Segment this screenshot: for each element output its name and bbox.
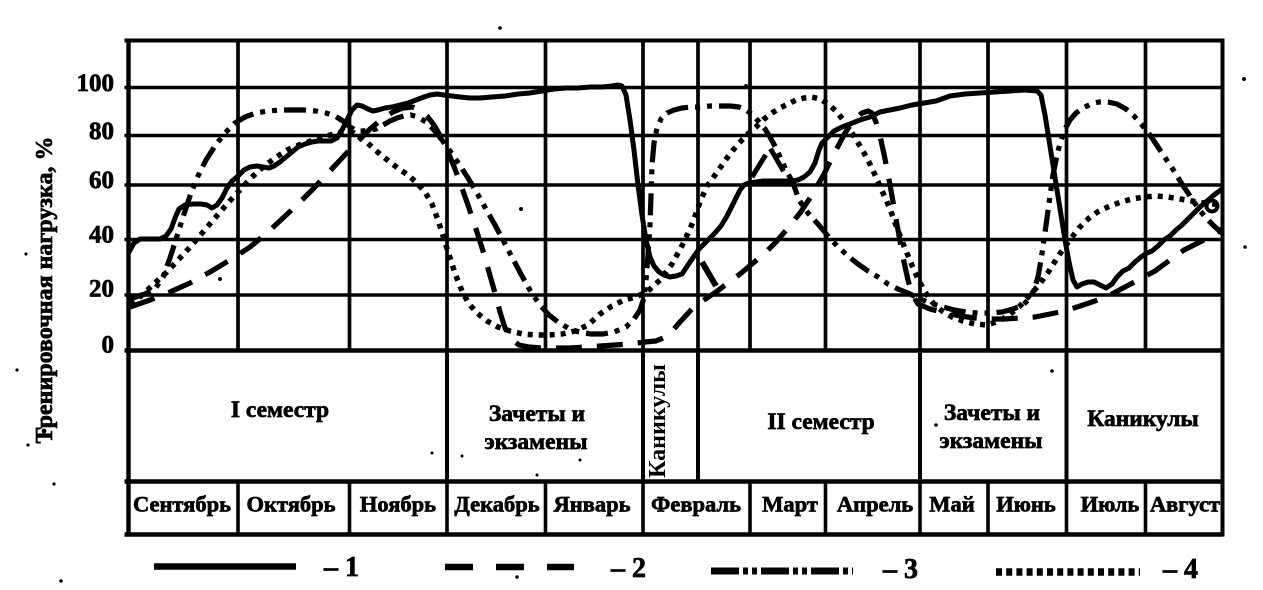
svg-text:Апрель: Апрель: [837, 492, 913, 517]
svg-text:– 2: – 2: [610, 553, 646, 584]
svg-text:экзамены: экзамены: [485, 429, 588, 455]
svg-text:Март: Март: [762, 492, 818, 517]
svg-text:Январь: Январь: [553, 492, 630, 517]
svg-text:Октябрь: Октябрь: [246, 492, 335, 517]
svg-text:II семестр: II семестр: [767, 409, 874, 435]
svg-text:Май: Май: [929, 492, 974, 517]
svg-text:Каникулы: Каникулы: [1087, 406, 1198, 432]
svg-text:– 1: – 1: [323, 552, 359, 583]
svg-text:Декабрь: Декабрь: [454, 492, 539, 517]
svg-text:Тренировочная нагрузка, %: Тренировочная нагрузка, %: [32, 137, 58, 444]
svg-text:Февраль: Февраль: [651, 492, 741, 517]
svg-text:– 3: – 3: [882, 554, 918, 585]
svg-text:Август: Август: [1150, 492, 1220, 517]
svg-text:– 4: – 4: [1162, 554, 1198, 585]
svg-text:Зачеты и: Зачеты и: [944, 400, 1040, 426]
svg-text:20: 20: [89, 276, 114, 303]
svg-text:Июль: Июль: [1081, 492, 1140, 517]
svg-text:0: 0: [102, 332, 115, 359]
svg-text:Сентябрь: Сентябрь: [133, 492, 231, 517]
svg-text:экзамены: экзамены: [940, 428, 1043, 454]
svg-text:60: 60: [89, 167, 114, 194]
svg-text:Июнь: Июнь: [996, 492, 1056, 517]
svg-text:80: 80: [89, 118, 114, 145]
svg-text:Каникулы: Каникулы: [645, 364, 671, 478]
svg-text:I семестр: I семестр: [231, 397, 329, 423]
svg-text:Зачеты и: Зачеты и: [489, 401, 585, 427]
svg-text:100: 100: [77, 70, 115, 97]
svg-text:Ноябрь: Ноябрь: [360, 492, 436, 517]
svg-text:40: 40: [89, 222, 114, 249]
